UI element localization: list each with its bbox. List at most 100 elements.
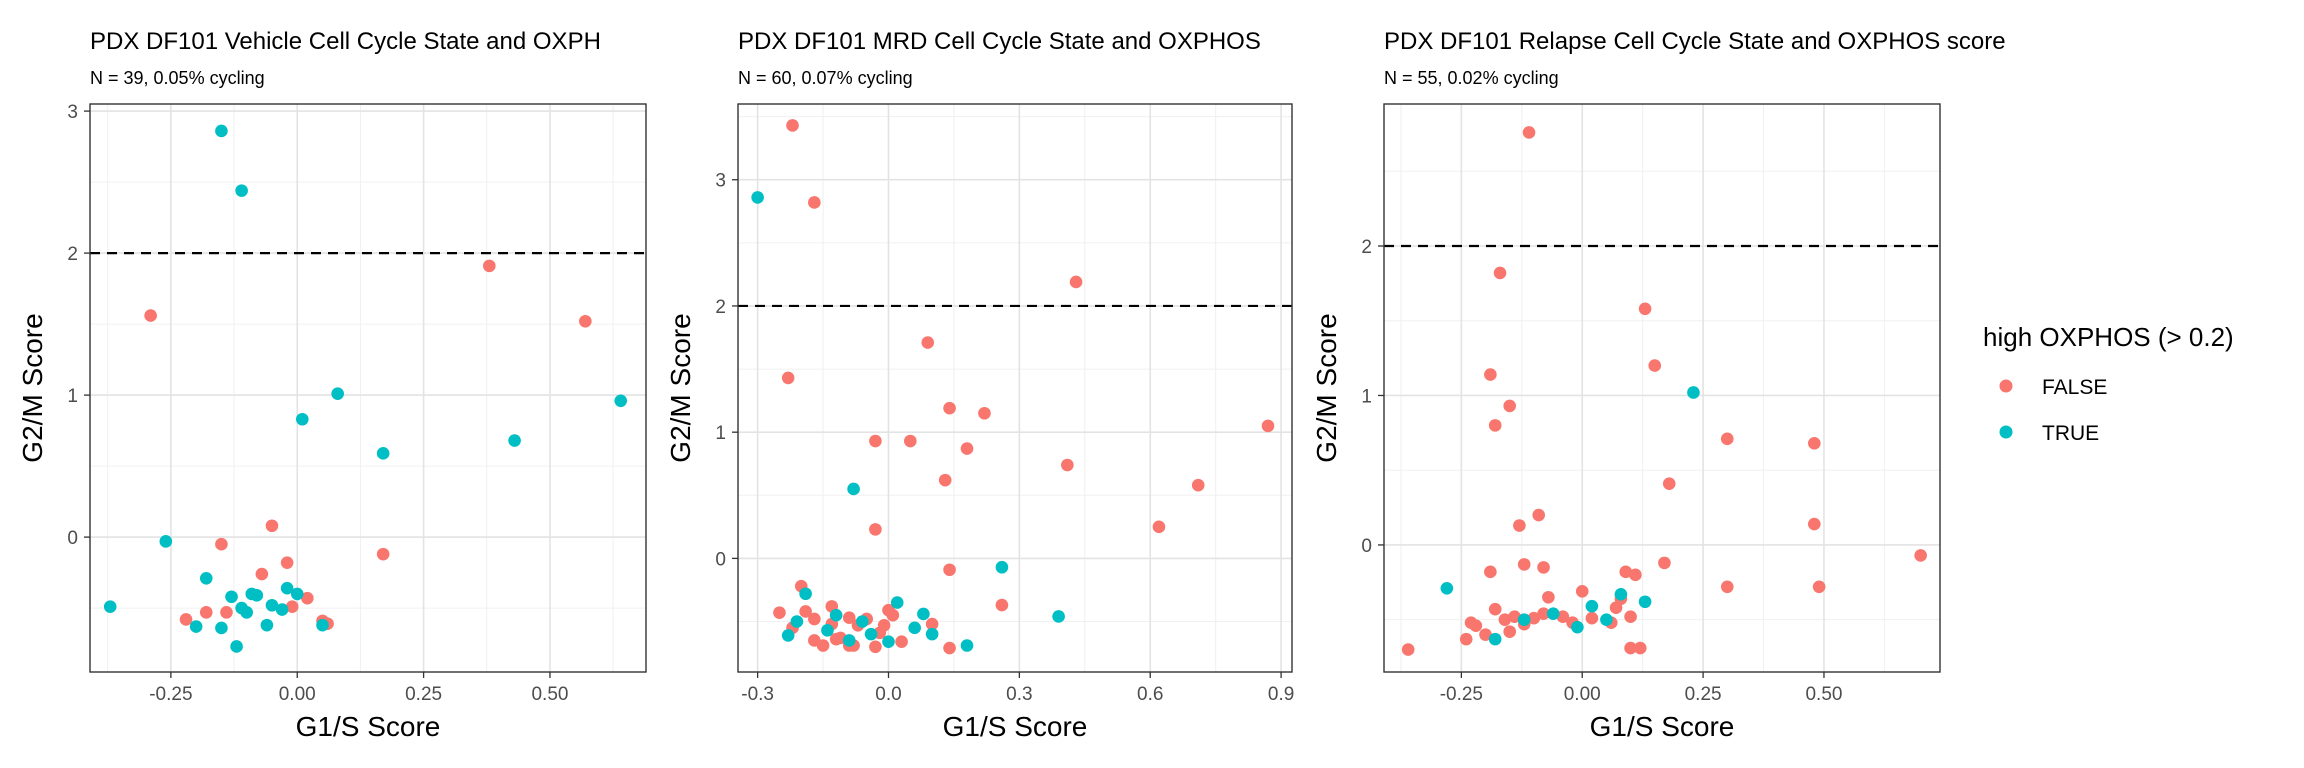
relapse-point-false <box>1720 580 1734 594</box>
relapse-point-false <box>1401 643 1415 656</box>
mrd-point-false <box>1152 520 1166 534</box>
mrd-y-tick-label: 2 <box>715 297 726 318</box>
relapse-point-true <box>1488 632 1502 646</box>
vehicle-y-tick-label: 0 <box>67 528 78 549</box>
relapse-point-false <box>1459 632 1473 646</box>
vehicle-point-true <box>280 581 294 595</box>
relapse-y-tick-label: 1 <box>1361 386 1372 407</box>
relapse-point-false <box>1484 565 1497 579</box>
mrd-x-tick-label: 0.3 <box>1006 684 1032 705</box>
relapse-point-false <box>1488 419 1502 432</box>
relapse-point-false <box>1488 602 1502 616</box>
vehicle-point-true <box>199 571 213 585</box>
relapse-point-false <box>1807 437 1821 450</box>
mrd-point-true <box>890 596 904 609</box>
mrd-point-false <box>869 434 882 448</box>
vehicle-point-true <box>215 124 228 138</box>
relapse-point-true <box>1440 581 1454 595</box>
vehicle-x-axis-label: G1/S Score <box>296 711 441 742</box>
relapse-panel-title: PDX DF101 Relapse Cell Cycle State and O… <box>1384 28 2006 55</box>
vehicle-point-true <box>230 640 243 653</box>
mrd-point-false <box>1061 458 1074 472</box>
mrd-point-true <box>799 587 812 601</box>
relapse-point-false <box>1522 126 1536 139</box>
relapse-point-false <box>1537 561 1550 574</box>
vehicle-point-false <box>285 600 299 613</box>
mrd-point-false <box>943 563 956 577</box>
relapse-point-false <box>1556 610 1570 623</box>
relapse-point-false <box>1662 477 1676 490</box>
vehicle-point-false <box>179 613 193 626</box>
vehicle-point-true <box>331 387 344 400</box>
vehicle-plot-background <box>90 104 646 672</box>
vehicle-point-false <box>265 519 279 533</box>
mrd-point-true <box>908 621 921 635</box>
mrd-point-false <box>773 606 786 619</box>
mrd-point-true <box>856 615 869 628</box>
vehicle-x-tick-label: 0.50 <box>531 684 568 705</box>
mrd-y-tick-label: 3 <box>715 171 726 192</box>
mrd-y-tick-label: 0 <box>715 549 726 570</box>
mrd-point-false <box>808 612 821 626</box>
mrd-point-false <box>943 401 956 415</box>
mrd-point-true <box>842 634 856 647</box>
relapse-x-tick-label: 0.25 <box>1685 684 1722 705</box>
relapse-point-true <box>1687 386 1700 399</box>
vehicle-panel-title: PDX DF101 Vehicle Cell Cycle State and O… <box>90 28 601 55</box>
mrd-x-tick-label: 0.6 <box>1137 684 1163 705</box>
vehicle-plot-area <box>90 104 646 672</box>
mrd-panel-title: PDX DF101 MRD Cell Cycle State and OXPHO… <box>738 28 1261 55</box>
vehicle-y-tick-label: 1 <box>67 386 78 407</box>
relapse-point-false <box>1619 565 1633 579</box>
mrd-point-false <box>786 119 799 132</box>
mrd-point-false <box>781 371 795 385</box>
relapse-point-true <box>1600 613 1613 626</box>
relapse-point-false <box>1532 508 1546 522</box>
vehicle-point-false <box>579 314 592 328</box>
mrd-scatter-panel: PDX DF101 MRD Cell Cycle State and OXPHO… <box>665 28 1294 742</box>
mrd-point-false <box>938 473 952 487</box>
vehicle-point-false <box>376 547 390 561</box>
relapse-y-tick-label: 0 <box>1361 536 1372 557</box>
relapse-point-false <box>1648 359 1662 372</box>
relapse-y-axis-label: G2/M Score <box>1311 313 1342 462</box>
mrd-point-false <box>869 640 882 654</box>
relapse-point-false <box>1508 610 1521 623</box>
mrd-panel-border <box>737 103 1293 673</box>
relapse-x-axis-label: G1/S Score <box>1590 711 1735 742</box>
mrd-point-false <box>904 434 917 448</box>
vehicle-point-false <box>301 591 314 605</box>
relapse-point-false <box>1493 266 1507 280</box>
mrd-point-true <box>781 629 795 642</box>
mrd-point-true <box>790 615 804 628</box>
relapse-y-tick-label: 2 <box>1361 237 1372 258</box>
vehicle-x-tick-label: 0.25 <box>405 684 442 705</box>
relapse-point-false <box>1585 611 1599 625</box>
mrd-point-false <box>978 406 991 420</box>
vehicle-point-true <box>295 412 309 426</box>
vehicle-point-false <box>215 537 228 551</box>
vehicle-point-false <box>199 606 213 619</box>
relapse-point-false <box>1624 610 1637 623</box>
vehicle-point-true <box>290 587 304 601</box>
relapse-point-false <box>1575 584 1589 598</box>
mrd-point-false <box>816 639 830 652</box>
vehicle-point-false <box>483 259 496 273</box>
vehicle-y-tick-label: 2 <box>67 244 78 265</box>
mrd-point-true <box>829 608 843 622</box>
mrd-point-false <box>960 442 974 455</box>
mrd-y-axis-label: G2/M Score <box>665 313 696 462</box>
vehicle-point-true <box>316 618 329 632</box>
vehicle-panel-subtitle: N = 39, 0.05% cycling <box>90 68 265 88</box>
relapse-point-true <box>1546 607 1560 621</box>
mrd-panel-subtitle: N = 60, 0.07% cycling <box>738 68 913 88</box>
mrd-point-false <box>869 523 882 536</box>
vehicle-panel-border <box>89 103 647 673</box>
vehicle-point-true <box>103 600 117 613</box>
mrd-point-true <box>864 627 878 641</box>
relapse-x-tick-label: 0.00 <box>1564 684 1601 705</box>
legend-false-marker <box>1999 379 2013 393</box>
mrd-point-true <box>925 627 939 641</box>
mrd-x-axis-label: G1/S Score <box>943 711 1088 742</box>
vehicle-point-true <box>614 394 628 408</box>
